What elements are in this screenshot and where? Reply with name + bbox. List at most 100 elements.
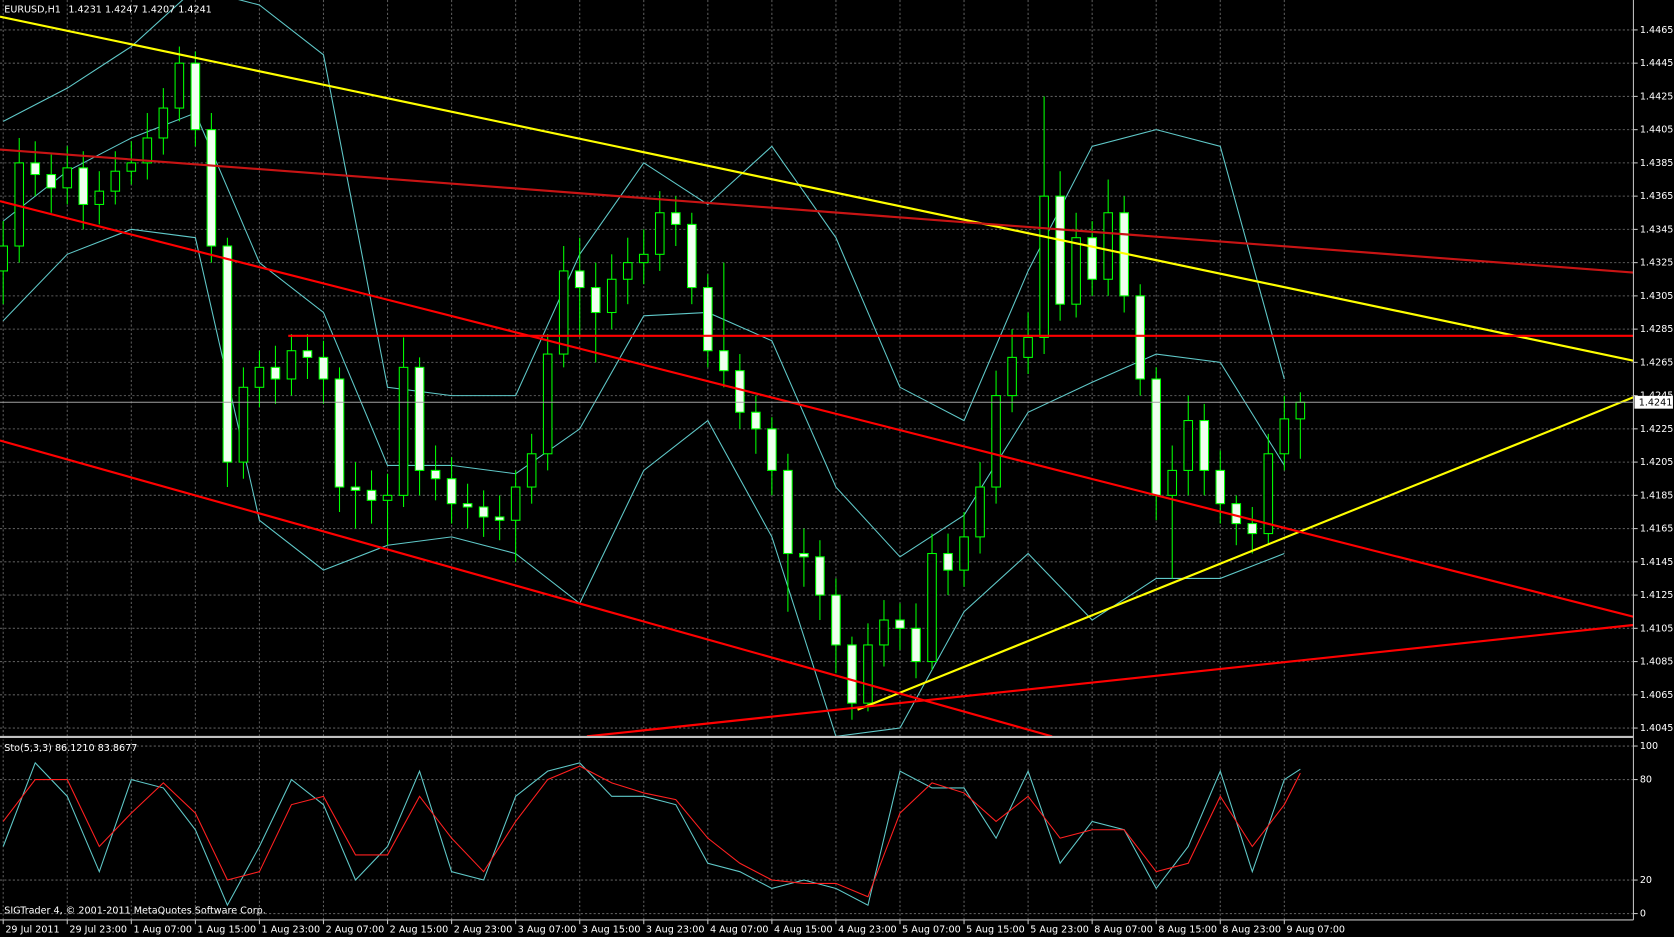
candle-body — [622, 262, 633, 280]
candle-body — [895, 619, 905, 629]
candle-body — [126, 162, 137, 172]
stochastic-panel — [0, 739, 1634, 920]
candle-body — [735, 370, 745, 413]
x-tick-label: 5 Aug 15:00 — [966, 925, 1025, 936]
candle-body — [350, 486, 361, 491]
trendline — [0, 148, 1634, 274]
bollinger-middle — [2, 112, 1285, 558]
candle-body — [94, 190, 105, 205]
y-tick-label: 1.4365 — [1640, 191, 1674, 202]
chart-subtitle: 1.4231 1.4247 1.4207 1.4241 — [68, 5, 211, 16]
candle-body — [430, 469, 441, 480]
x-tick-label: 3 Aug 15:00 — [582, 925, 641, 936]
candle-body — [1295, 401, 1306, 420]
candle-body — [783, 469, 793, 555]
y-tick-label: 1.4305 — [1640, 291, 1674, 302]
candle-body — [943, 552, 953, 571]
y-tick-label: 1.4325 — [1640, 258, 1674, 269]
candle-body — [799, 552, 809, 558]
x-tick-label: 5 Aug 23:00 — [1030, 925, 1089, 936]
y-tick-label: 1.4465 — [1640, 25, 1674, 36]
candle-body — [1263, 453, 1274, 535]
y-tick-label: 20 — [1640, 875, 1652, 886]
stochastic-line — [2, 765, 1301, 898]
candle-body — [302, 350, 313, 358]
candle-body — [1039, 195, 1049, 338]
candle-body — [494, 516, 505, 521]
x-tick-label: 8 Aug 07:00 — [1094, 925, 1153, 936]
trendline — [0, 439, 1053, 737]
x-tick-label: 1 Aug 23:00 — [262, 925, 321, 936]
x-tick-label: 29 Jul 23:00 — [69, 925, 127, 936]
candle-body — [462, 503, 473, 508]
candle-body — [1135, 295, 1146, 380]
candle-body — [0, 245, 9, 272]
x-tick-label: 4 Aug 15:00 — [774, 925, 833, 936]
candle-body — [190, 62, 201, 131]
y-tick-label: 0 — [1640, 909, 1646, 920]
candle-body — [687, 223, 697, 289]
candle-body — [542, 353, 553, 455]
y-tick-label: 1.4185 — [1640, 490, 1674, 501]
y-tick-label: 1.4405 — [1640, 125, 1674, 136]
candle-body — [927, 552, 937, 663]
x-tick-label: 1 Aug 15:00 — [198, 925, 257, 936]
candle-body — [1247, 523, 1258, 535]
candle-body — [558, 270, 569, 355]
y-tick-label: 1.4385 — [1640, 158, 1674, 169]
y-tick-label: 1.4145 — [1640, 557, 1674, 568]
candle-body — [719, 350, 729, 372]
trendline — [586, 623, 1634, 737]
chart-title: EURUSD,H1 — [4, 5, 61, 16]
y-tick-label: 1.4205 — [1640, 457, 1674, 468]
x-tick-label: 3 Aug 23:00 — [646, 925, 705, 936]
candle-body — [1103, 212, 1113, 280]
candle-body — [863, 644, 873, 704]
y-tick-label: 1.4265 — [1640, 357, 1674, 368]
y-tick-label: 1.4065 — [1640, 690, 1674, 701]
candle-body — [1151, 378, 1162, 496]
x-tick-label: 4 Aug 23:00 — [838, 925, 897, 936]
candle-body — [414, 366, 425, 471]
candle-body — [510, 486, 521, 521]
candle-body — [670, 212, 681, 225]
candle-body — [991, 395, 1001, 488]
y-tick-label: 1.4045 — [1640, 723, 1674, 734]
candle-body — [1199, 420, 1210, 471]
candle-body — [254, 366, 265, 388]
candle-body — [911, 627, 921, 663]
y-tick-label: 1.4425 — [1640, 91, 1674, 102]
candle-body — [270, 366, 281, 380]
x-tick-label: 8 Aug 15:00 — [1158, 925, 1217, 936]
candle-body — [238, 386, 249, 463]
trendline — [0, 200, 1634, 618]
candle-body — [78, 167, 89, 205]
candle-body — [286, 350, 297, 380]
footer: SIGTrader 4, © 2001-2011 MetaQuotes Soft… — [4, 905, 266, 916]
candle-body — [142, 137, 153, 164]
candle-body — [158, 107, 169, 139]
candle-body — [959, 536, 969, 571]
candle-body — [606, 278, 617, 314]
candle-body — [751, 411, 761, 430]
candle-body — [638, 253, 649, 264]
candle-body — [334, 378, 345, 488]
y-tick-label: 1.4445 — [1640, 58, 1674, 69]
y-tick-label: 80 — [1640, 775, 1652, 786]
candle-body — [206, 129, 217, 247]
candle-body — [654, 212, 665, 255]
candle-body — [847, 644, 857, 704]
candle-body — [30, 162, 41, 176]
price-panel — [0, 0, 1634, 737]
candle-body — [1167, 469, 1178, 496]
bollinger-upper — [2, 0, 1285, 422]
candle-body — [1007, 356, 1017, 397]
trendline — [0, 15, 1634, 362]
candle-body — [318, 356, 329, 380]
candle-body — [831, 594, 841, 646]
x-tick-label: 2 Aug 07:00 — [326, 925, 385, 936]
y-tick-label: 1.4085 — [1640, 657, 1674, 668]
